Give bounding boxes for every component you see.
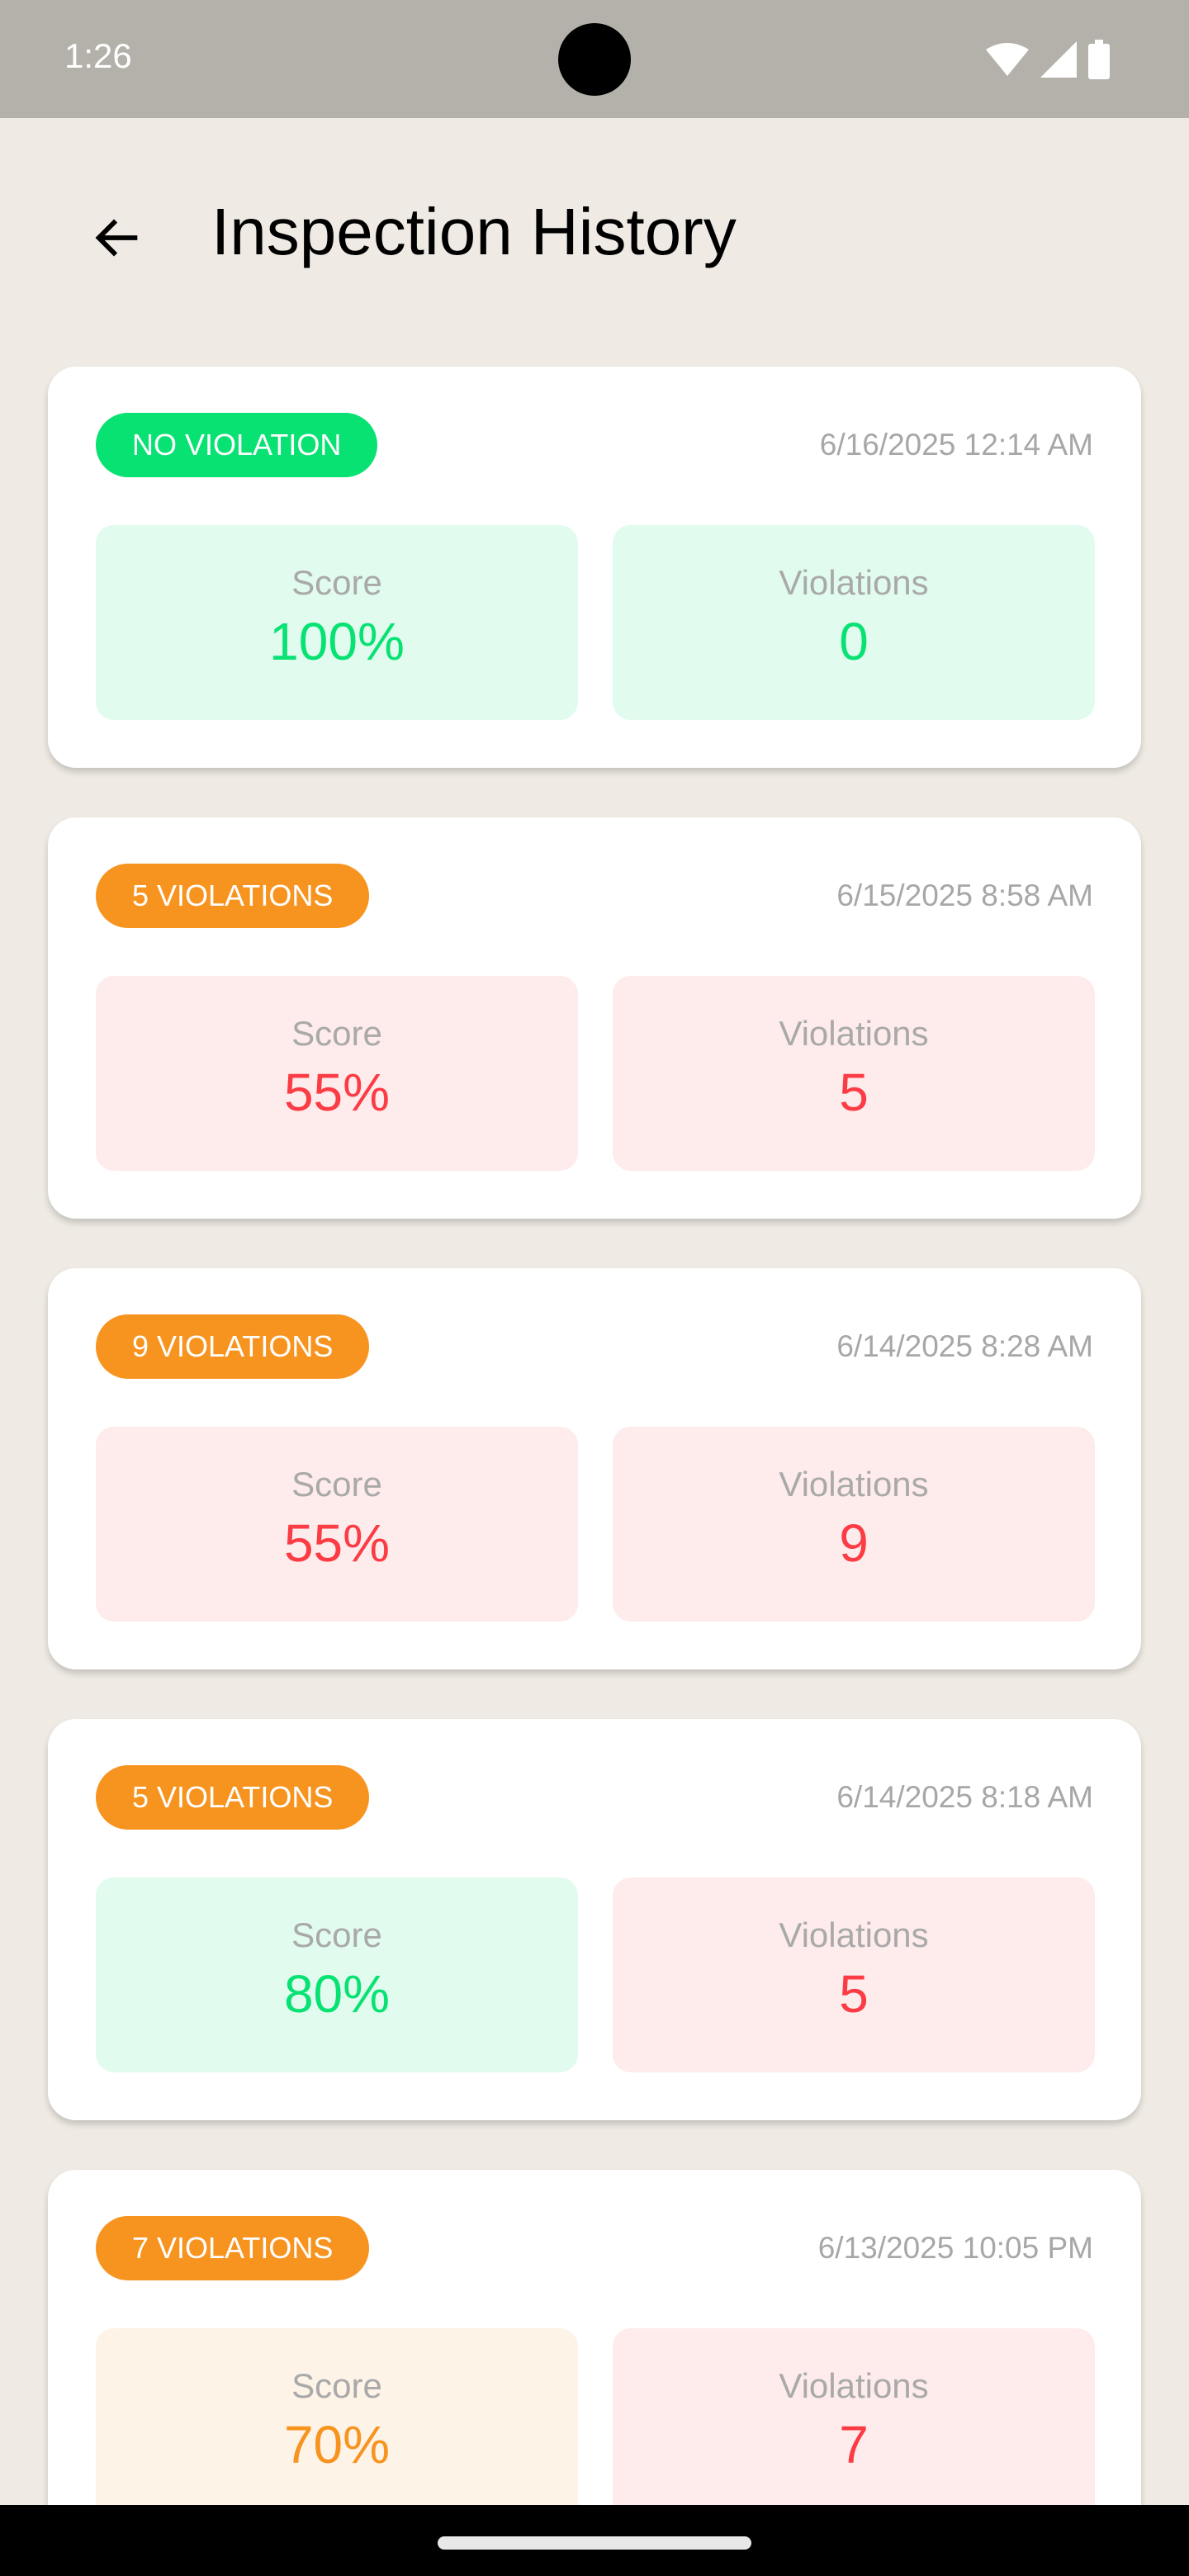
app-bar: Inspection History <box>0 118 1189 324</box>
status-bar: 1:26 <box>0 0 1189 118</box>
score-box: Score 100% <box>96 525 578 720</box>
score-label: Score <box>291 1465 382 1503</box>
violations-value: 9 <box>839 1513 869 1573</box>
status-badge: 9 VIOLATIONS <box>96 1314 370 1379</box>
violations-value: 5 <box>839 1964 869 2024</box>
score-value: 100% <box>269 612 405 671</box>
home-handle[interactable] <box>438 2536 751 2550</box>
status-badge: NO VIOLATION <box>96 413 378 477</box>
violations-label: Violations <box>779 1915 929 1954</box>
violations-label: Violations <box>779 1014 929 1053</box>
score-label: Score <box>291 563 382 602</box>
inspection-card[interactable]: 5 VIOLATIONS 6/15/2025 8:58 AM Score 55%… <box>48 817 1141 1219</box>
inspection-card[interactable]: NO VIOLATION 6/16/2025 12:14 AM Score 10… <box>48 367 1141 768</box>
status-badge: 5 VIOLATIONS <box>96 1765 370 1830</box>
violations-label: Violations <box>779 1465 929 1503</box>
score-value: 55% <box>283 1513 391 1573</box>
inspection-date: 6/13/2025 10:05 PM <box>817 2231 1093 2265</box>
page-title: Inspection History <box>211 195 737 268</box>
status-badge: 7 VIOLATIONS <box>96 2216 370 2280</box>
inspection-card[interactable]: 7 VIOLATIONS 6/13/2025 10:05 PM Score 70… <box>48 2170 1141 2571</box>
violations-value: 5 <box>839 1063 869 1122</box>
status-badge: 5 VIOLATIONS <box>96 864 370 928</box>
inspection-card[interactable]: 9 VIOLATIONS 6/14/2025 8:28 AM Score 55%… <box>48 1268 1141 1669</box>
score-value: 55% <box>283 1063 391 1122</box>
score-label: Score <box>291 1915 382 1954</box>
inspection-date: 6/14/2025 8:18 AM <box>836 1780 1093 1814</box>
score-box: Score 55% <box>96 1427 578 1622</box>
battery-icon <box>1088 40 1110 79</box>
inspection-date: 6/16/2025 12:14 AM <box>819 428 1093 462</box>
violations-box: Violations 5 <box>613 976 1095 1171</box>
score-box: Score 80% <box>96 1878 578 2072</box>
status-icons <box>986 40 1110 79</box>
violations-box: Violations 5 <box>613 1878 1095 2072</box>
inspection-card[interactable]: 5 VIOLATIONS 6/14/2025 8:18 AM Score 80%… <box>48 1719 1141 2120</box>
violations-value: 0 <box>839 612 869 671</box>
back-arrow-icon[interactable] <box>89 209 147 267</box>
violations-value: 7 <box>839 2415 869 2474</box>
score-value: 70% <box>283 2415 391 2474</box>
signal-icon <box>1040 41 1077 78</box>
violations-box: Violations 9 <box>613 1427 1095 1622</box>
violations-label: Violations <box>779 563 929 602</box>
score-box: Score 70% <box>96 2328 578 2523</box>
violations-box: Violations 7 <box>613 2328 1095 2523</box>
violations-label: Violations <box>779 2366 929 2405</box>
score-box: Score 55% <box>96 976 578 1171</box>
wifi-icon <box>986 43 1029 76</box>
navigation-bar <box>0 2505 1189 2576</box>
inspection-date: 6/15/2025 8:58 AM <box>836 878 1093 912</box>
status-time: 1:26 <box>64 36 132 75</box>
inspection-date: 6/14/2025 8:28 AM <box>836 1329 1093 1363</box>
camera-cutout <box>558 23 631 96</box>
score-value: 80% <box>283 1964 391 2024</box>
score-label: Score <box>291 1014 382 1053</box>
score-label: Score <box>291 2366 382 2405</box>
violations-box: Violations 0 <box>613 525 1095 720</box>
